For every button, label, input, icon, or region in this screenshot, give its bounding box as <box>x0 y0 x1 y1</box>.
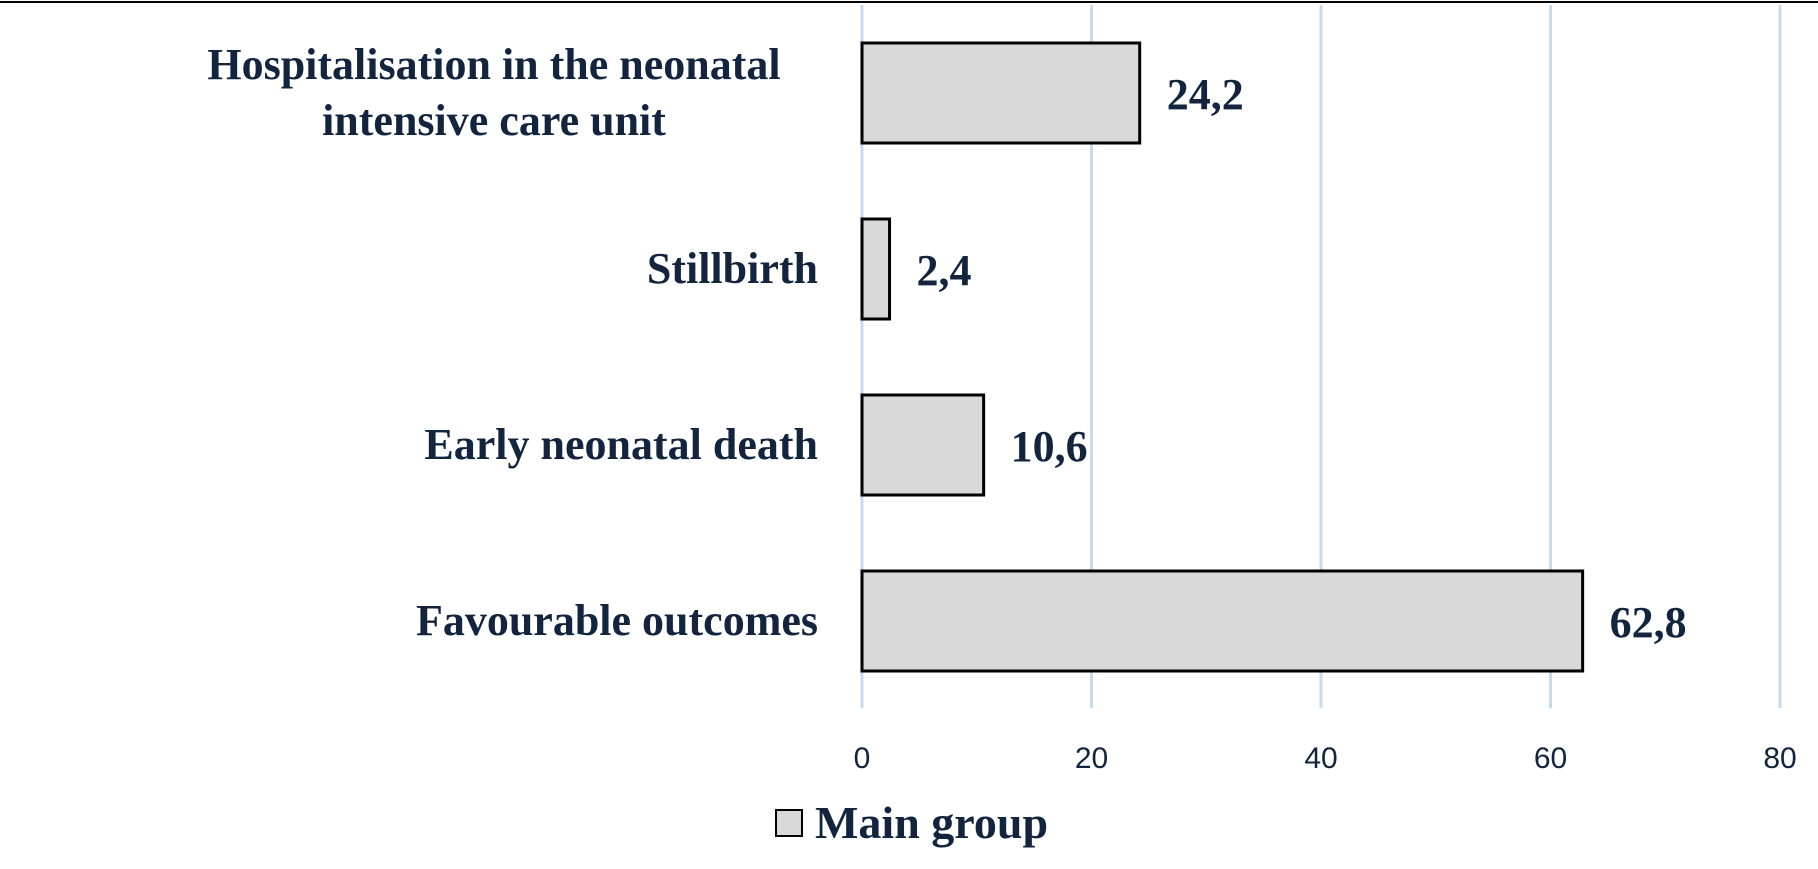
bar <box>860 569 1585 673</box>
data-label: 10,6 <box>1011 422 1088 471</box>
data-labels: 24,2 2,4 10,6 62,8 <box>917 70 1687 647</box>
category-label: Favourable outcomes <box>416 596 818 645</box>
legend-label-main-group: Main group <box>815 797 1048 848</box>
bars <box>860 41 1585 673</box>
data-label: 62,8 <box>1610 598 1687 647</box>
x-tick-label: 80 <box>1763 742 1796 775</box>
legend: Main group <box>775 797 1048 848</box>
category-label: intensive care unit <box>322 96 666 145</box>
x-axis-tick-labels: 0 20 40 60 80 <box>854 742 1797 775</box>
x-tick-label: 20 <box>1075 742 1108 775</box>
category-labels: Hospitalisation in the neonatal intensive… <box>207 40 818 645</box>
data-label: 2,4 <box>917 246 972 295</box>
x-tick-label: 0 <box>854 742 871 775</box>
data-label: 24,2 <box>1167 70 1244 119</box>
category-label: Early neonatal death <box>424 420 818 469</box>
bar <box>860 393 986 497</box>
x-tick-label: 60 <box>1534 742 1567 775</box>
x-tick-label: 40 <box>1304 742 1337 775</box>
category-label: Hospitalisation in the neonatal <box>207 40 780 89</box>
bar <box>860 41 1142 145</box>
legend-swatch <box>775 809 803 837</box>
bar <box>860 217 892 321</box>
category-label: Stillbirth <box>647 244 818 293</box>
